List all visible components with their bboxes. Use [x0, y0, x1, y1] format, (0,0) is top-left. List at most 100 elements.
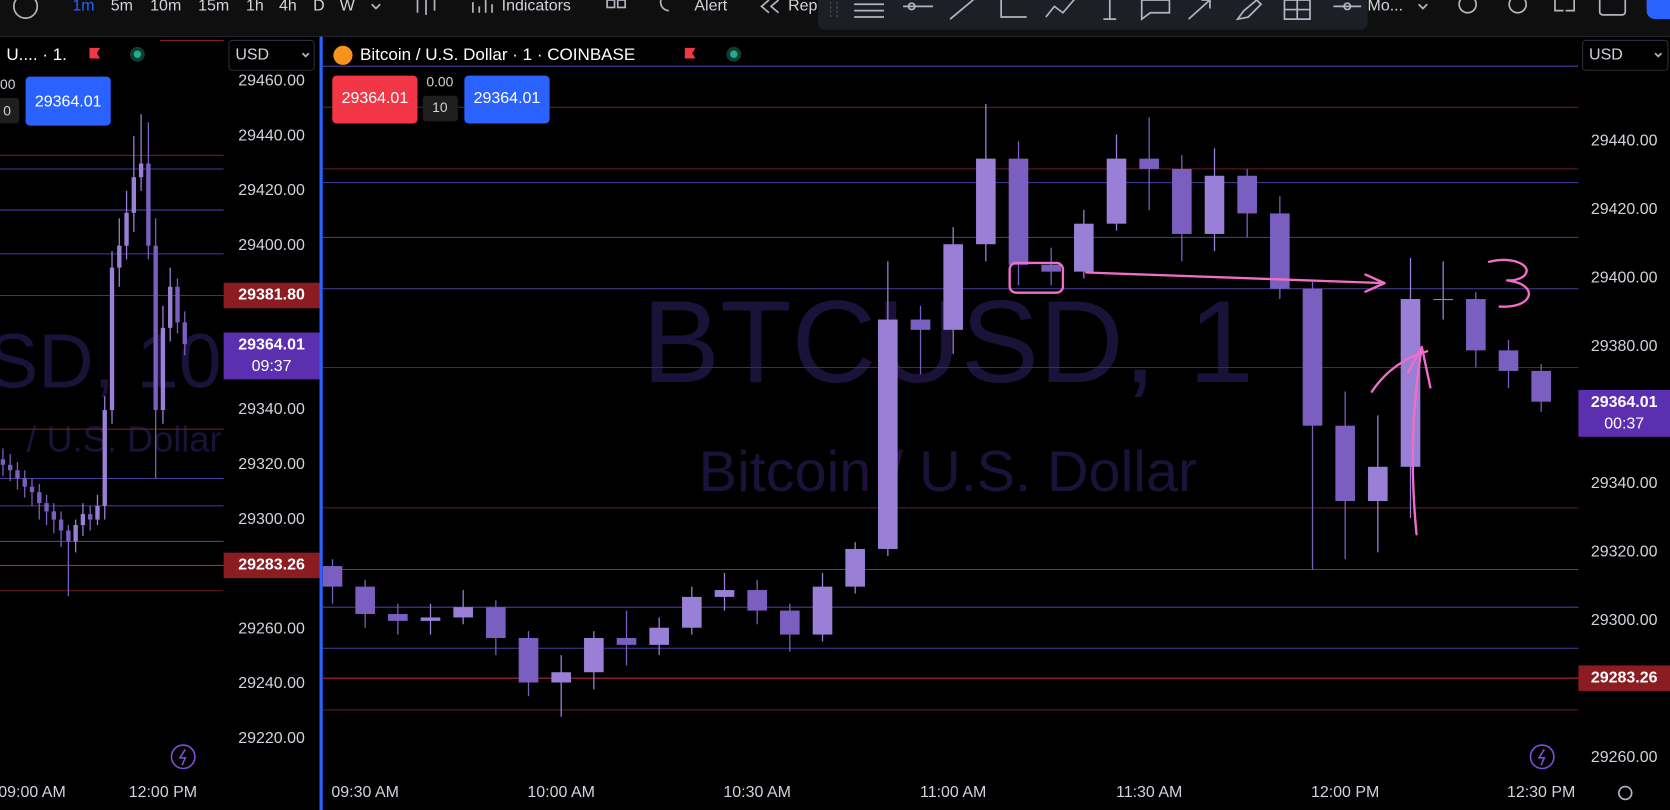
interval-button[interactable]: 5m — [111, 0, 133, 15]
price-label-bg — [223, 552, 320, 579]
add-symbol-button[interactable] — [12, 0, 39, 19]
candle-body — [37, 492, 42, 504]
candle-body — [355, 586, 375, 615]
indicators-button[interactable]: Indicators — [502, 0, 571, 15]
grid-tool[interactable] — [1283, 0, 1311, 21]
settings-button[interactable] — [1508, 0, 1528, 14]
candle-body — [1270, 213, 1290, 289]
y-tick-label: 29420.00 — [1591, 201, 1658, 218]
brush-tool[interactable] — [1235, 0, 1263, 21]
buy-button[interactable] — [464, 75, 550, 124]
market-status-dot — [730, 50, 738, 59]
candle-body — [747, 590, 767, 611]
axis-settings-button[interactable] — [1618, 785, 1633, 801]
candle-body — [88, 514, 93, 520]
y-tick-label: 29340.00 — [238, 401, 305, 418]
candle-body — [845, 548, 865, 587]
fib-tool[interactable] — [1000, 0, 1027, 18]
replay-icon — [760, 0, 780, 14]
search-button[interactable] — [1458, 0, 1478, 14]
interval-button[interactable]: 1m — [72, 0, 94, 15]
spread: 0.00 — [426, 74, 453, 90]
y-tick-label: 29400.00 — [1591, 270, 1658, 287]
quantity: 10 — [432, 99, 448, 115]
candle-body — [1041, 264, 1061, 272]
currency-select[interactable] — [1582, 39, 1669, 71]
alert-icon — [659, 0, 678, 12]
candle-body — [486, 607, 506, 638]
buy-price: 29364.01 — [35, 93, 102, 110]
candle-body — [1531, 370, 1551, 402]
candle-body — [73, 525, 78, 542]
watermark-description: / U.S. Dollar — [26, 418, 221, 459]
candle-body — [1433, 299, 1453, 301]
y-tick-label: 29320.00 — [238, 456, 305, 473]
ray-tool[interactable] — [903, 2, 933, 11]
symbol-title: Bitcoin / U.S. Dollar · 1 · COINBASE — [360, 45, 635, 64]
interval-dropdown[interactable] — [371, 3, 381, 10]
lightning-button[interactable] — [1529, 744, 1555, 770]
left-header: U.... · 1. USD 00 0 29364.01 — [0, 39, 315, 126]
pattern-tool[interactable] — [1045, 0, 1076, 18]
candle-body — [1008, 158, 1029, 265]
fullscreen-button[interactable] — [1554, 0, 1575, 12]
candle-body — [1400, 299, 1421, 467]
interval-button[interactable]: 15m — [198, 0, 229, 15]
quantity-box[interactable] — [422, 95, 458, 122]
lightning-button[interactable] — [170, 744, 196, 770]
plot-area: USD, 10/ U.S. Dollar — [0, 114, 224, 597]
buy-button[interactable] — [25, 76, 111, 126]
flag[interactable] — [89, 47, 101, 59]
y-tick-label: 29340.00 — [1591, 475, 1658, 492]
interval-button[interactable]: D — [313, 0, 325, 15]
trend-tool[interactable] — [949, 0, 976, 20]
candle-body — [1139, 158, 1159, 169]
candle-body — [15, 470, 20, 479]
candle-body — [910, 319, 931, 330]
interval-button[interactable]: 1h — [246, 0, 264, 15]
hand-drawings — [1008, 258, 1530, 536]
candle-body — [453, 607, 473, 618]
more-button[interactable]: Mo... — [1368, 0, 1404, 15]
price-label-bg — [1578, 665, 1670, 691]
price-label-bg — [223, 332, 320, 380]
y-tick-label: 29420.00 — [238, 182, 305, 199]
object-tree[interactable] — [1333, 2, 1362, 11]
interval-button[interactable]: W — [340, 0, 356, 15]
buy-price: 29364.01 — [474, 90, 541, 107]
y-tick-label: 29320.00 — [1591, 544, 1658, 561]
sell-button[interactable] — [332, 75, 418, 124]
chart-type-button[interactable] — [416, 0, 436, 15]
candle-body — [131, 177, 137, 213]
candle-body — [44, 503, 49, 512]
annotation-tool[interactable] — [1140, 0, 1171, 21]
measure-tool[interactable] — [1103, 0, 1117, 21]
candle-body — [322, 566, 343, 587]
x-tick-label: 12:30 PM — [1507, 784, 1575, 801]
publish-button[interactable] — [1646, 0, 1670, 20]
currency-select[interactable] — [228, 39, 315, 71]
price-label-bg — [1578, 389, 1670, 437]
arrow-tool[interactable] — [1188, 0, 1211, 20]
replay-button[interactable]: Rep — [788, 0, 817, 15]
lightning-icon — [178, 748, 187, 766]
alert-button[interactable]: Alert — [694, 0, 727, 15]
lines-tool[interactable] — [854, 3, 884, 18]
interval-button[interactable]: 10m — [150, 0, 181, 15]
candle-body — [124, 212, 129, 246]
flag[interactable] — [684, 47, 696, 59]
candle-body — [1106, 158, 1127, 224]
interval-button[interactable]: 4h — [279, 0, 297, 15]
snapshot-button[interactable] — [1598, 0, 1627, 16]
quantity-box[interactable] — [0, 97, 20, 124]
lightning-icon — [1537, 748, 1546, 766]
dropdown — [301, 52, 310, 58]
candle-body — [1237, 175, 1257, 214]
more-dropdown[interactable] — [1418, 3, 1428, 10]
templates-button[interactable] — [606, 0, 616, 9]
candle-body — [160, 327, 166, 411]
candle-body — [1498, 350, 1519, 371]
